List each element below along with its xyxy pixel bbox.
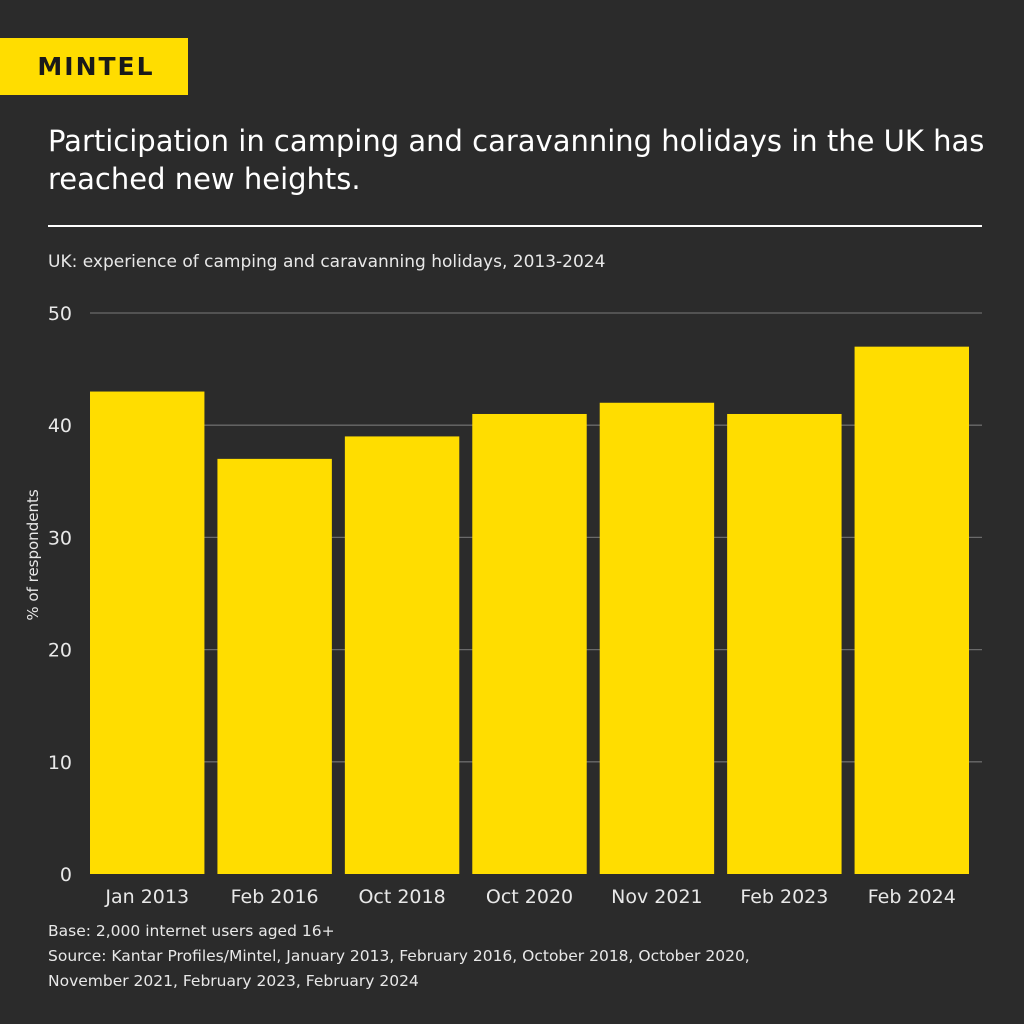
y-axis-label: % of respondents <box>24 489 42 620</box>
x-tick-label: Feb 2023 <box>740 886 828 908</box>
footer-base: Base: 2,000 internet users aged 16+ <box>48 922 335 940</box>
x-tick-label: Oct 2018 <box>358 886 445 908</box>
x-tick-label: Jan 2013 <box>104 886 189 908</box>
x-tick-label: Feb 2016 <box>231 886 319 908</box>
footer-source-line1: Source: Kantar Profiles/Mintel, January … <box>48 947 750 965</box>
mintel-logo: MINTEL <box>0 38 188 95</box>
bar <box>472 413 587 874</box>
y-tick-label: 20 <box>48 640 72 662</box>
chart-subtitle: UK: experience of camping and caravannin… <box>48 252 606 272</box>
x-tick-label: Nov 2021 <box>611 886 702 908</box>
x-tick-label: Feb 2024 <box>868 886 956 908</box>
bar <box>344 436 460 874</box>
title-divider <box>48 225 982 227</box>
chart-title: Participation in camping and caravanning… <box>48 124 985 196</box>
bar <box>599 402 715 874</box>
bar <box>217 458 332 874</box>
x-tick-label: Oct 2020 <box>486 886 573 908</box>
bar <box>90 391 205 874</box>
logo-text: MINTEL <box>37 52 155 81</box>
y-tick-label: 40 <box>48 415 72 437</box>
bar <box>854 346 969 874</box>
y-tick-label: 0 <box>60 864 72 886</box>
y-tick-label: 50 <box>48 303 72 325</box>
bar <box>727 413 842 874</box>
y-tick-label: 30 <box>48 527 72 549</box>
y-tick-label: 10 <box>48 752 72 774</box>
footer-source-line2: November 2021, February 2023, February 2… <box>48 972 419 990</box>
